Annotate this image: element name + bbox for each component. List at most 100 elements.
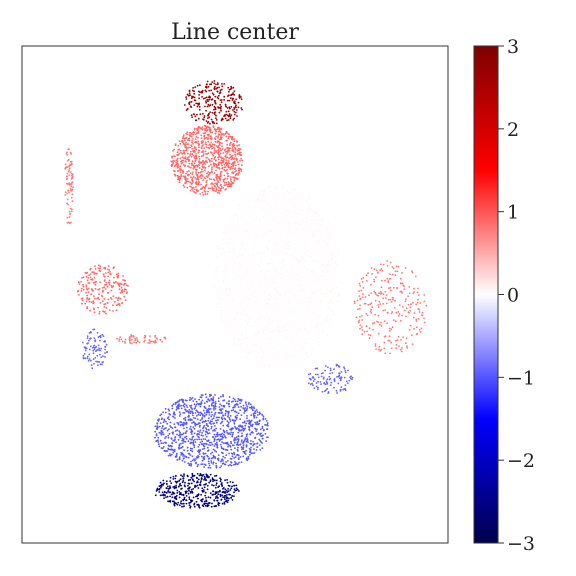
data-point xyxy=(246,309,249,311)
data-point xyxy=(321,325,324,328)
data-point xyxy=(404,298,407,300)
data-point xyxy=(191,182,194,185)
data-point xyxy=(329,258,332,261)
data-point xyxy=(303,265,305,268)
data-point xyxy=(88,348,91,351)
data-point xyxy=(389,352,391,355)
data-point xyxy=(177,439,180,441)
data-point xyxy=(174,144,177,147)
data-point xyxy=(313,222,315,224)
data-point xyxy=(215,151,218,153)
data-point xyxy=(252,231,255,234)
data-point xyxy=(212,417,215,419)
data-point xyxy=(226,479,229,481)
data-point xyxy=(277,245,279,248)
data-point xyxy=(384,290,387,293)
data-point xyxy=(241,334,243,336)
data-point xyxy=(208,462,210,465)
data-point xyxy=(241,108,243,111)
data-point xyxy=(161,427,163,429)
data-point xyxy=(215,188,218,191)
data-point xyxy=(281,263,283,266)
data-point xyxy=(255,430,258,432)
data-point xyxy=(233,344,236,346)
data-point xyxy=(366,280,368,282)
data-point xyxy=(289,191,292,194)
data-point xyxy=(275,243,278,246)
data-point xyxy=(118,283,121,286)
data-point xyxy=(254,320,257,323)
data-point xyxy=(191,177,194,180)
data-point xyxy=(359,304,361,307)
data-point xyxy=(277,319,280,322)
data-point xyxy=(191,89,194,92)
data-point xyxy=(417,298,419,301)
data-point xyxy=(222,424,225,427)
data-point xyxy=(319,289,321,291)
data-point xyxy=(188,162,191,165)
data-point xyxy=(276,204,278,207)
data-point xyxy=(242,253,245,256)
data-point xyxy=(77,289,80,292)
data-point xyxy=(202,153,205,155)
data-point xyxy=(244,319,247,322)
data-point xyxy=(254,436,257,439)
data-point xyxy=(168,418,171,421)
data-point xyxy=(163,497,166,499)
data-point xyxy=(193,90,196,93)
data-point xyxy=(98,288,101,290)
data-point xyxy=(388,335,391,338)
data-point xyxy=(239,159,241,162)
data-point xyxy=(234,151,237,154)
data-point xyxy=(393,307,396,309)
data-point xyxy=(223,501,226,504)
data-point xyxy=(185,491,187,493)
data-point xyxy=(379,269,382,272)
data-point xyxy=(233,421,236,423)
data-point xyxy=(312,384,314,387)
data-point xyxy=(112,304,114,307)
data-point xyxy=(86,357,89,360)
data-point xyxy=(101,363,103,366)
data-point xyxy=(189,449,192,452)
data-point xyxy=(228,261,231,264)
data-point xyxy=(208,464,211,467)
data-point xyxy=(211,111,214,114)
data-point xyxy=(210,453,212,455)
data-point xyxy=(227,412,230,415)
data-point xyxy=(233,342,236,344)
data-point xyxy=(207,135,210,137)
data-point xyxy=(235,169,238,172)
data-point xyxy=(320,223,323,226)
data-point xyxy=(219,248,222,250)
data-point xyxy=(181,437,184,440)
data-point xyxy=(184,137,187,140)
data-point xyxy=(68,222,71,225)
data-point xyxy=(265,440,267,442)
data-point xyxy=(185,98,188,100)
data-point xyxy=(89,276,92,279)
data-point xyxy=(213,108,215,111)
data-point xyxy=(188,482,191,485)
data-point xyxy=(266,302,269,304)
data-point xyxy=(158,485,161,488)
data-point xyxy=(326,381,328,384)
data-point xyxy=(120,289,123,292)
data-point xyxy=(333,291,336,294)
data-point xyxy=(190,406,192,409)
data-point xyxy=(333,239,336,241)
data-point xyxy=(256,414,259,416)
data-point xyxy=(284,227,286,230)
data-point xyxy=(178,152,181,155)
data-point xyxy=(188,94,191,97)
data-point xyxy=(103,311,106,313)
data-point xyxy=(214,162,217,165)
data-point xyxy=(214,102,217,104)
data-point xyxy=(379,350,382,352)
point-cluster xyxy=(170,124,244,196)
data-point xyxy=(234,111,237,114)
data-point xyxy=(305,308,307,311)
data-point xyxy=(222,414,224,417)
data-point xyxy=(319,262,322,264)
